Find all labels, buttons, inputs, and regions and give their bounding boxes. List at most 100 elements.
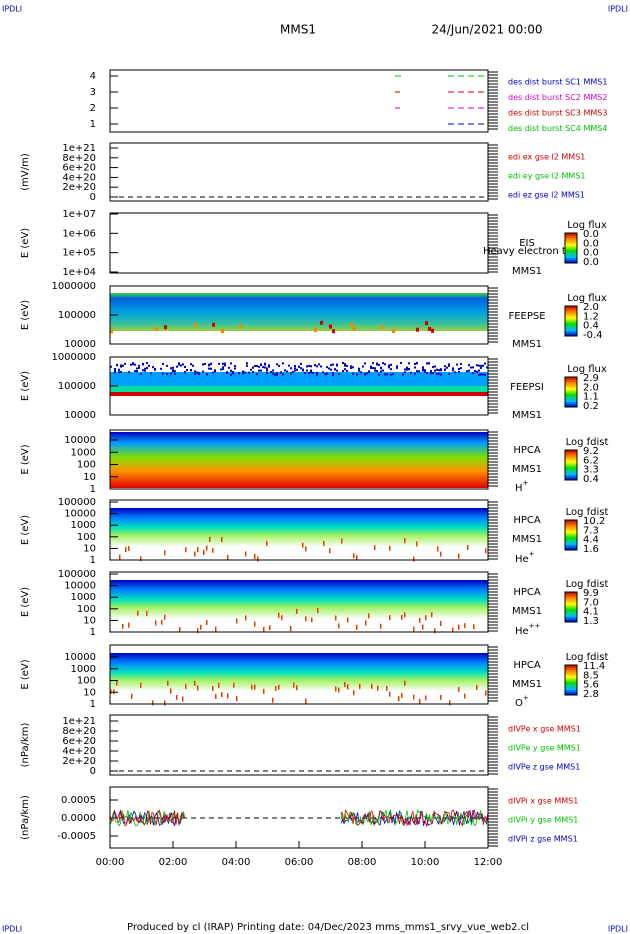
y-tick-label: 100000	[58, 569, 96, 580]
spectrogram	[221, 329, 224, 334]
spectrogram	[418, 370, 420, 373]
spectrogram	[254, 553, 256, 559]
colorbar	[564, 519, 578, 551]
spectrogram	[206, 619, 208, 625]
y-tick-label: 1	[90, 119, 96, 130]
y-axis-label: (nPa/km)	[20, 723, 31, 768]
y-tick-label: 1000000	[51, 281, 96, 292]
spectrogram	[257, 556, 259, 562]
spectrogram	[215, 693, 217, 699]
spectrogram	[402, 373, 404, 376]
spectrogram	[110, 392, 488, 396]
spectrogram	[334, 368, 336, 371]
spectrogram	[310, 369, 312, 372]
spectrogram	[252, 371, 254, 374]
species-label: O+	[515, 694, 529, 709]
spectrogram	[194, 322, 197, 327]
spectrogram	[144, 369, 146, 372]
spacecraft-label: MMS1	[512, 679, 542, 690]
spectrogram	[178, 362, 180, 365]
spectrogram	[296, 368, 298, 371]
spectrogram	[138, 366, 140, 369]
spectrogram	[486, 366, 488, 369]
y-tick-label: 100	[77, 460, 96, 471]
spectrogram	[328, 367, 330, 370]
spectrogram	[142, 369, 144, 372]
colorbar-title: Log fdist	[566, 437, 609, 448]
spectrogram	[473, 624, 475, 630]
spectrogram	[266, 372, 268, 375]
spectrogram	[110, 372, 488, 386]
spectrogram	[120, 371, 122, 374]
spectrogram	[254, 684, 256, 690]
spectrogram	[204, 362, 206, 365]
spectrogram	[114, 371, 116, 374]
spectrogram	[146, 366, 148, 369]
spectrogram	[281, 615, 283, 621]
spectrogram	[288, 364, 290, 367]
spectrogram	[428, 362, 430, 365]
spectrogram	[278, 684, 280, 690]
species-charge: ++	[529, 622, 541, 630]
spectrogram	[390, 373, 392, 376]
spectrogram	[434, 369, 436, 372]
spectrogram	[282, 362, 284, 365]
spectrogram	[317, 608, 319, 614]
y-tick-label: 10000	[64, 339, 96, 350]
spectrogram	[148, 364, 150, 367]
spectrogram	[430, 370, 432, 373]
spectrogram	[176, 694, 178, 700]
spectrogram	[222, 362, 224, 365]
spectrogram	[370, 365, 372, 368]
y-tick-label: 100	[77, 676, 96, 687]
legend-entry: dIVPi z gse MMS1	[508, 835, 578, 844]
spectrogram	[306, 365, 308, 368]
spectrogram	[197, 628, 199, 634]
instrument-label: FEEPSE	[508, 311, 545, 322]
spectrogram	[356, 373, 358, 376]
spectrogram	[374, 369, 376, 372]
spectrogram	[440, 620, 442, 626]
spectrogram	[332, 363, 334, 366]
spectrogram	[378, 363, 380, 366]
spectrogram	[190, 368, 192, 371]
legend-entry: edi ez gse l2 MMS1	[508, 191, 585, 200]
colorbar-label: 0.0	[583, 238, 599, 249]
spectrogram	[155, 620, 157, 626]
spectrogram	[342, 362, 344, 365]
colorbar-label: 3.3	[583, 465, 599, 476]
y-tick-label: 100	[77, 604, 96, 615]
spectrogram	[329, 324, 332, 329]
spectrogram	[266, 369, 268, 372]
spectrogram	[410, 371, 412, 374]
y-tick-label: 4	[90, 71, 96, 82]
panel-frame	[109, 69, 489, 133]
colorbar-label: -0.4	[583, 330, 603, 341]
spectrogram	[244, 371, 246, 374]
spectrogram	[278, 364, 280, 367]
spectrogram	[272, 372, 274, 375]
spectrogram	[170, 367, 172, 370]
spectrogram	[227, 554, 229, 560]
spectrogram	[380, 370, 382, 373]
spectrogram	[386, 685, 388, 691]
spectrogram	[128, 622, 130, 628]
spectrogram	[338, 687, 340, 693]
spectrogram	[172, 370, 174, 373]
spacecraft-title: MMS1	[280, 23, 316, 37]
spectrogram	[318, 363, 320, 366]
spectrogram	[464, 693, 466, 699]
spectrogram	[414, 366, 416, 369]
spectrogram	[368, 370, 370, 373]
spectrogram	[263, 688, 265, 694]
y-tick-label: 100000	[58, 381, 96, 392]
species-label: He+	[515, 550, 535, 565]
spectrogram	[316, 373, 318, 376]
spectrogram	[474, 370, 476, 373]
spectrogram	[172, 366, 174, 369]
spectrogram	[406, 366, 408, 369]
y-tick-label: 10	[83, 472, 96, 483]
species-label: He++	[515, 622, 541, 637]
x-tick-label: 12:00	[474, 857, 503, 868]
spacecraft-label: MMS1	[512, 606, 542, 617]
